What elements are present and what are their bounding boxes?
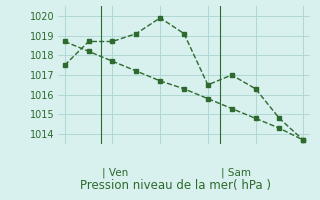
Text: | Sam: | Sam [221,168,252,178]
Text: Pression niveau de la mer( hPa ): Pression niveau de la mer( hPa ) [81,179,271,192]
Text: | Ven: | Ven [102,168,128,178]
